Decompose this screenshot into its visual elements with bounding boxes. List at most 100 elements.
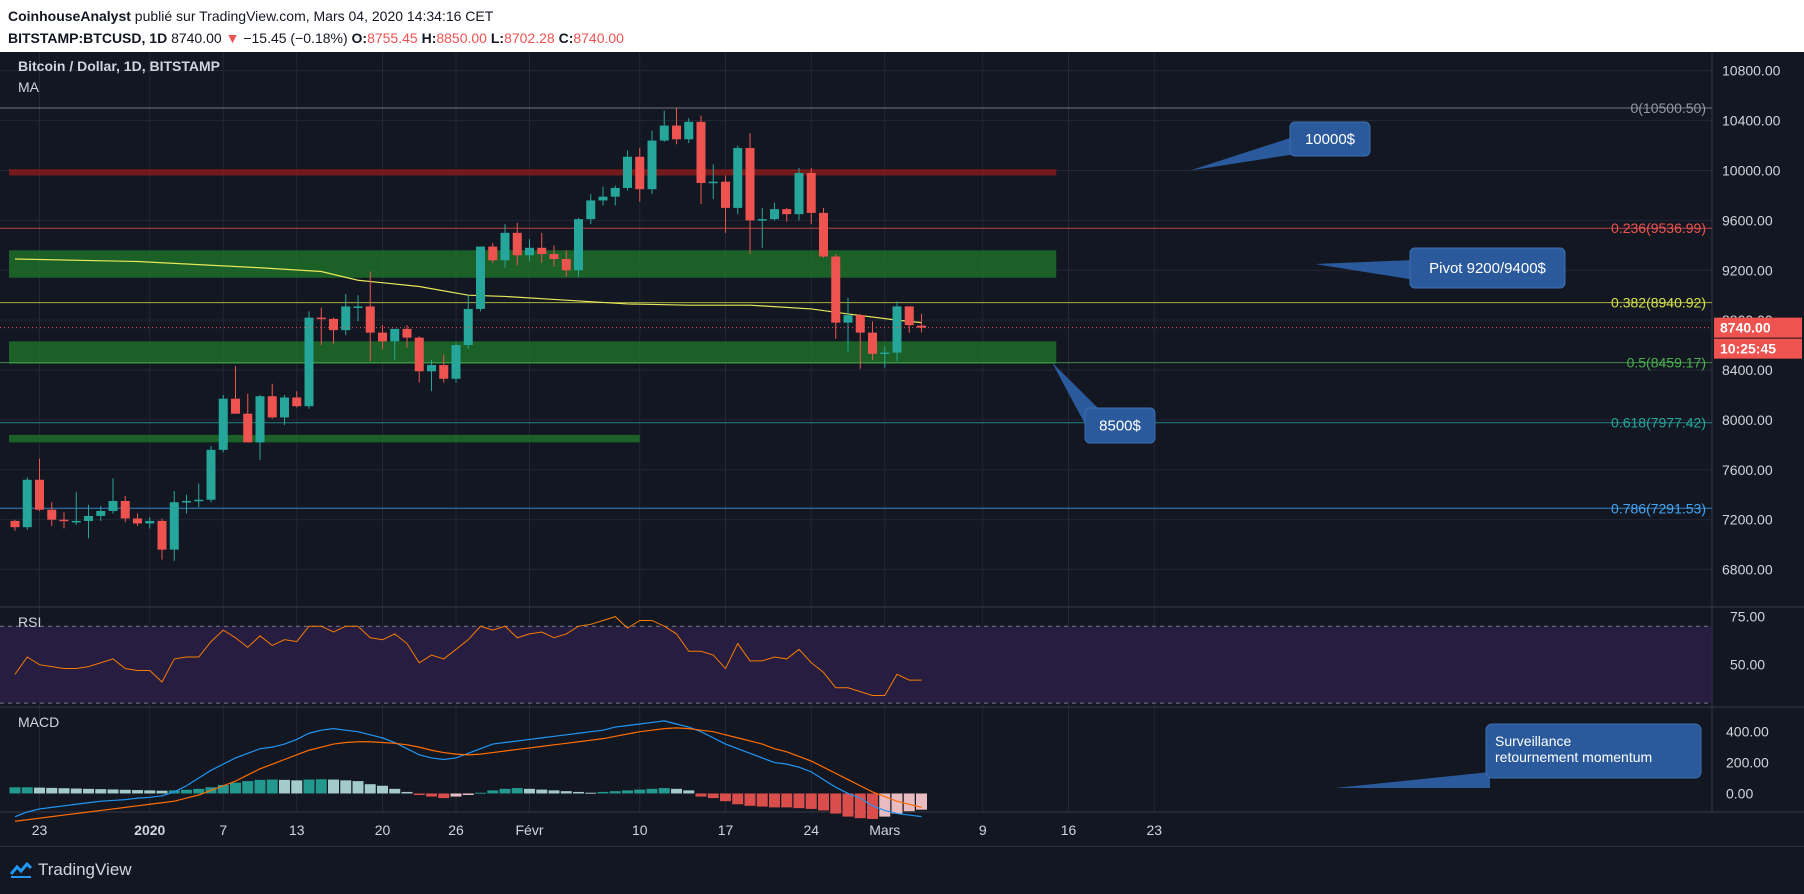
macd-histogram-bar [217, 784, 229, 794]
candle-up [880, 352, 890, 355]
candle-up [770, 209, 779, 220]
macd-histogram-bar [315, 779, 327, 794]
macd-histogram-bar [450, 793, 462, 797]
macd-histogram-bar [34, 787, 45, 794]
publication-line: CoinhouseAnalyst publié sur TradingView.… [8, 8, 493, 24]
chart-background [0, 52, 1804, 846]
candle-down [855, 315, 865, 333]
macd-histogram-bar [291, 780, 303, 794]
macd-histogram-bar [352, 781, 364, 794]
macd-histogram-bar [426, 793, 437, 797]
macd-histogram-bar [254, 779, 266, 794]
moving-average-line [14, 258, 922, 324]
candle-down [329, 318, 338, 331]
candle-up [182, 500, 191, 503]
price-axis-label: 7600.00 [1722, 462, 1773, 478]
macd-axis-label: 400.00 [1726, 724, 1769, 740]
macd-histogram-bar [156, 790, 168, 794]
fib-level-label: 0.786(7291.53) [1611, 500, 1706, 516]
macd-histogram-bar [377, 785, 388, 794]
candle-down [439, 365, 449, 379]
macd-histogram-bar [181, 789, 192, 794]
author-name[interactable]: CoinhouseAnalyst [8, 8, 131, 24]
macd-histogram-bar [364, 784, 376, 794]
macd-histogram-bar [781, 793, 793, 808]
countdown-label: 10:25:45 [1720, 341, 1776, 357]
price-change: −15.45 (−0.18%) [243, 30, 348, 46]
macd-histogram-bar [903, 793, 915, 812]
close-value: 8740.00 [573, 30, 624, 46]
candle-down [316, 317, 326, 320]
candle-down [819, 212, 828, 257]
tradingview-brand[interactable]: TradingView [10, 860, 132, 880]
macd-histogram-bar [769, 793, 780, 808]
indicator-label: MA [18, 79, 40, 95]
candle-down [133, 518, 142, 524]
candle-up [892, 306, 902, 353]
price-axis-label: 10400.00 [1722, 113, 1781, 129]
macd-histogram-bar [328, 779, 339, 794]
candle-up [574, 219, 583, 271]
time-axis-label: 20 [375, 822, 391, 838]
macd-histogram-bar [536, 789, 548, 794]
candle-up [794, 172, 804, 215]
candle-down [512, 232, 522, 256]
chart-canvas[interactable]: 0(10500.50) 0.236(9536.99) 0.382(8940.92) 0… [0, 52, 1804, 846]
macd-histogram-bar [805, 793, 817, 809]
last-price: 8740.00 [171, 30, 222, 46]
candle-down [365, 306, 375, 333]
candle-up [71, 520, 81, 523]
time-axis-label: 9 [979, 822, 987, 838]
candle-down [549, 254, 559, 260]
candle-down [537, 247, 547, 255]
candle-down [157, 520, 167, 550]
candle-down [635, 156, 645, 190]
macd-histogram-bar [144, 790, 156, 794]
macd-histogram-bar [744, 793, 756, 806]
macd-histogram-bar [46, 787, 58, 794]
candle-down [414, 337, 424, 372]
candle-up [623, 156, 632, 188]
support-zone-2 [9, 434, 640, 443]
high-value: 8850.00 [436, 30, 487, 46]
macd-histogram-bar [107, 789, 119, 794]
candle-down [243, 413, 253, 443]
candle-up [451, 345, 461, 379]
time-axis-label: 24 [803, 822, 819, 838]
last-price-badge [1714, 317, 1802, 338]
candle-up [610, 187, 620, 197]
publication-info: publié sur TradingView.com, Mars 04, 202… [134, 8, 494, 24]
momentum-callout-pointer [1335, 772, 1490, 788]
candle-down [10, 520, 20, 528]
fib-level-label: 0.236(9536.99) [1611, 220, 1706, 236]
macd-histogram-bar [573, 791, 584, 794]
momentum-callout-text: retournement momentum [1495, 749, 1652, 765]
macd-histogram-bar [560, 791, 572, 794]
candle-up [280, 397, 289, 418]
macd-histogram-bar [21, 787, 33, 794]
price-axis-label: 9600.00 [1722, 212, 1773, 228]
macd-histogram-bar [266, 779, 278, 794]
price-axis-label: 7200.00 [1722, 512, 1773, 528]
candle-up [353, 306, 363, 308]
brand-name: TradingView [38, 860, 132, 879]
annotation-pivot-text: Pivot 9200/9400$ [1429, 260, 1546, 277]
time-axis-label: Févr [516, 822, 544, 838]
candle-up [659, 125, 669, 141]
candle-down [378, 332, 387, 342]
macd-histogram-bar [695, 793, 707, 797]
momentum-callout-text: Surveillance [1495, 733, 1571, 749]
macd-histogram-bar [524, 788, 535, 794]
candle-down [831, 256, 841, 323]
candle-up [255, 396, 265, 443]
macd-histogram-bar [842, 793, 854, 817]
macd-histogram-bar [658, 788, 670, 794]
price-axis-label: 8400.00 [1722, 362, 1773, 378]
candle-down [35, 479, 44, 510]
candle-down [917, 325, 926, 328]
candle-up [598, 196, 608, 201]
macd-histogram-bar [303, 779, 315, 794]
candle-up [84, 515, 93, 521]
macd-histogram-bar [83, 788, 94, 794]
macd-histogram-bar [671, 788, 682, 794]
